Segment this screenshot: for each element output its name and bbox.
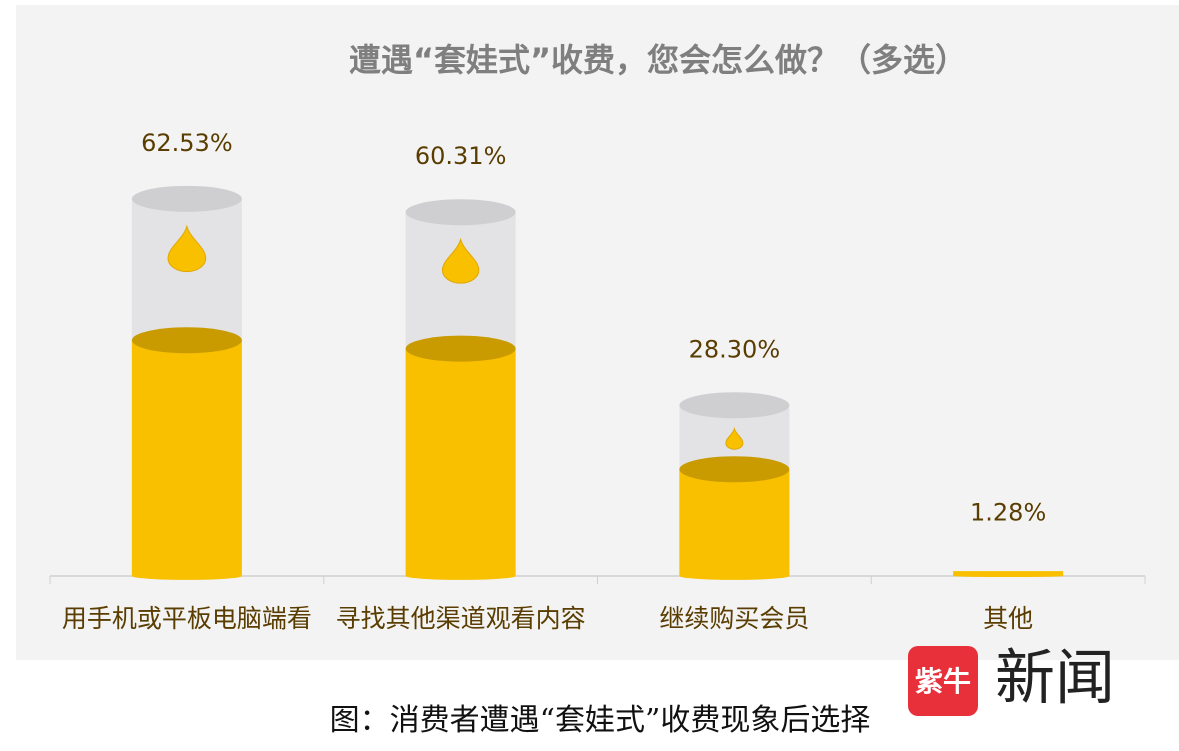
value-label: 62.53% bbox=[141, 129, 233, 157]
glass-top bbox=[679, 392, 790, 419]
bar bbox=[405, 348, 516, 580]
bar bbox=[953, 571, 1064, 578]
badge bbox=[908, 646, 978, 716]
bar-top bbox=[131, 327, 242, 354]
value-label: 60.31% bbox=[415, 142, 507, 170]
x-tick-label: 其他 bbox=[983, 604, 1033, 633]
x-tick-label: 用手机或平板电脑端看 bbox=[62, 604, 312, 633]
glass-top bbox=[131, 185, 242, 212]
x-tick-label: 寻找其他渠道观看内容 bbox=[336, 604, 586, 633]
bar bbox=[131, 340, 242, 580]
bar-top bbox=[405, 335, 516, 362]
drop bbox=[167, 224, 207, 273]
logo-text: 新闻 bbox=[995, 644, 1115, 714]
drop bbox=[441, 237, 480, 284]
bar bbox=[679, 469, 790, 580]
badge-text: 紫牛 bbox=[915, 665, 971, 698]
x-tick-label: 继续购买会员 bbox=[659, 604, 809, 633]
glass-top bbox=[405, 199, 516, 226]
chart-title: 遭遇“套娃式”收费，您会怎么做？（多选） bbox=[349, 41, 967, 79]
value-label: 28.30% bbox=[689, 335, 781, 363]
value-label: 1.28% bbox=[970, 498, 1046, 526]
bar-top bbox=[679, 456, 790, 483]
badge-logo: 紫牛 新闻 bbox=[908, 644, 1115, 716]
caption: 图：消费者遭遇“套娃式”收费现象后选择 bbox=[330, 703, 871, 738]
drop bbox=[725, 426, 744, 450]
